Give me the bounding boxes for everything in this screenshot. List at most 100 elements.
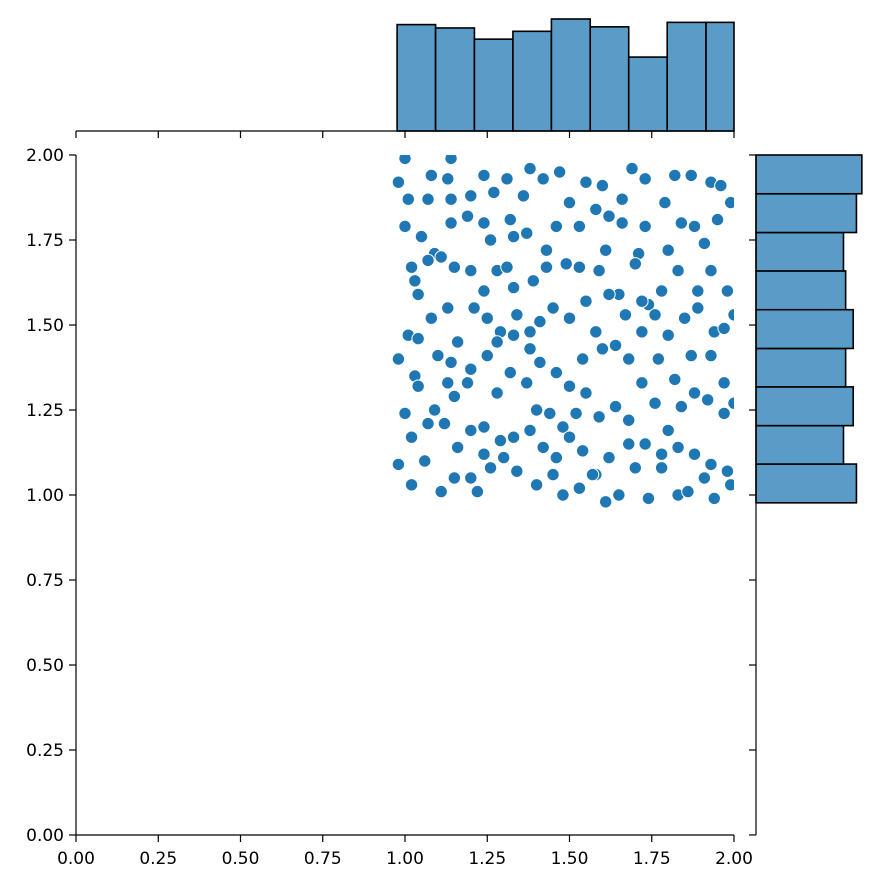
scatter-point — [648, 396, 662, 410]
y-tick-label: 1.75 — [26, 231, 64, 251]
scatter-point — [654, 447, 669, 461]
y-tick-label: 1.00 — [26, 486, 64, 506]
scatter-point — [533, 314, 547, 329]
scatter-point — [424, 311, 439, 325]
scatter-point — [625, 161, 639, 176]
scatter-point — [717, 321, 731, 336]
y-tick-label: 1.50 — [26, 316, 64, 336]
scatter-point — [434, 484, 448, 499]
scatter-point — [529, 478, 544, 492]
scatter-point — [421, 416, 435, 431]
scatter-point — [562, 311, 577, 325]
scatter-point — [661, 243, 675, 257]
scatter-point — [477, 284, 491, 298]
x-hist-bar — [550, 18, 592, 132]
y-tick-label: 1.25 — [26, 401, 64, 421]
scatter-point — [641, 491, 656, 506]
x-tick-label: 2.00 — [715, 849, 753, 869]
scatter-point — [589, 202, 603, 217]
scatter-point — [398, 219, 412, 234]
x-hist-bar — [512, 30, 553, 132]
scatter-point — [510, 308, 524, 322]
scatter-point — [497, 450, 511, 465]
scatter-point — [391, 352, 406, 366]
scatter-point — [654, 284, 669, 298]
scatter-point — [724, 478, 734, 492]
scatter-point — [447, 389, 462, 404]
y-tick-label: 0.75 — [26, 571, 64, 591]
scatter-point — [464, 189, 478, 203]
scatter-point — [562, 430, 577, 444]
scatter-point — [411, 331, 425, 346]
scatter-point — [602, 450, 616, 465]
scatter-point — [572, 260, 587, 274]
scatter-point — [618, 308, 633, 322]
y-hist-bar — [755, 270, 847, 311]
scatter-point — [668, 168, 682, 183]
scatter-point — [516, 189, 531, 203]
scatter-point — [483, 461, 498, 475]
scatter-point — [500, 172, 514, 186]
x-tick-label: 1.00 — [386, 849, 424, 869]
scatter-point — [674, 216, 689, 230]
scatter-point — [635, 294, 649, 308]
scatter-point — [533, 355, 547, 370]
scatter-point — [414, 229, 429, 244]
scatter-point — [464, 423, 478, 438]
scatter-point — [615, 216, 629, 230]
scatter-point — [651, 352, 666, 366]
scatter-point — [661, 328, 675, 342]
scatter-point — [552, 165, 567, 179]
scatter-point — [671, 263, 685, 278]
scatter-point — [398, 406, 412, 421]
scatter-point — [556, 420, 570, 434]
scatter-point — [470, 484, 485, 499]
scatter-point — [635, 376, 649, 390]
scatter-point — [710, 212, 725, 227]
scatter-point — [648, 308, 662, 322]
scatter-point — [700, 393, 715, 407]
scatter-point — [704, 457, 718, 472]
scatter-point — [411, 379, 425, 393]
y-tick-label: 0.25 — [26, 741, 64, 761]
scatter-point — [444, 155, 458, 166]
scatter-point — [608, 399, 623, 414]
x-hist-bar — [666, 21, 707, 132]
scatter-point — [658, 195, 672, 210]
x-tick-label: 0.50 — [222, 849, 260, 869]
scatter-point — [687, 219, 702, 234]
scatter-point — [556, 488, 570, 502]
scatter-point — [510, 464, 524, 478]
scatter-point — [447, 471, 462, 485]
scatter-point — [628, 257, 642, 271]
scatter-point — [598, 243, 613, 257]
scatter-point — [572, 219, 587, 234]
scatter-point — [615, 192, 629, 206]
scatter-point — [464, 471, 478, 485]
scatter-point — [562, 379, 577, 393]
scatter-point — [408, 274, 422, 288]
scatter-point — [724, 195, 734, 210]
scatter-point — [536, 172, 550, 186]
scatter-point — [569, 406, 583, 421]
x-tick-label: 0.00 — [57, 849, 95, 869]
scatter-point — [441, 172, 455, 186]
scatter-point — [450, 440, 465, 455]
scatter-point — [691, 284, 705, 298]
scatter-point — [687, 386, 702, 400]
scatter-point — [602, 287, 616, 302]
scatter-point — [575, 444, 590, 458]
scatter-point — [592, 410, 606, 424]
scatter-points — [391, 155, 734, 509]
scatter-point — [480, 348, 494, 363]
marginal-x-histogram — [396, 18, 735, 132]
x-tick-label: 1.75 — [633, 849, 671, 869]
scatter-point — [421, 253, 435, 268]
scatter-point — [483, 233, 498, 247]
scatter-point — [622, 413, 636, 427]
scatter-point — [668, 372, 682, 387]
scatter-point — [523, 342, 537, 356]
scatter-point — [506, 328, 521, 342]
x-hist-bar — [705, 21, 735, 132]
scatter-point — [720, 284, 734, 298]
